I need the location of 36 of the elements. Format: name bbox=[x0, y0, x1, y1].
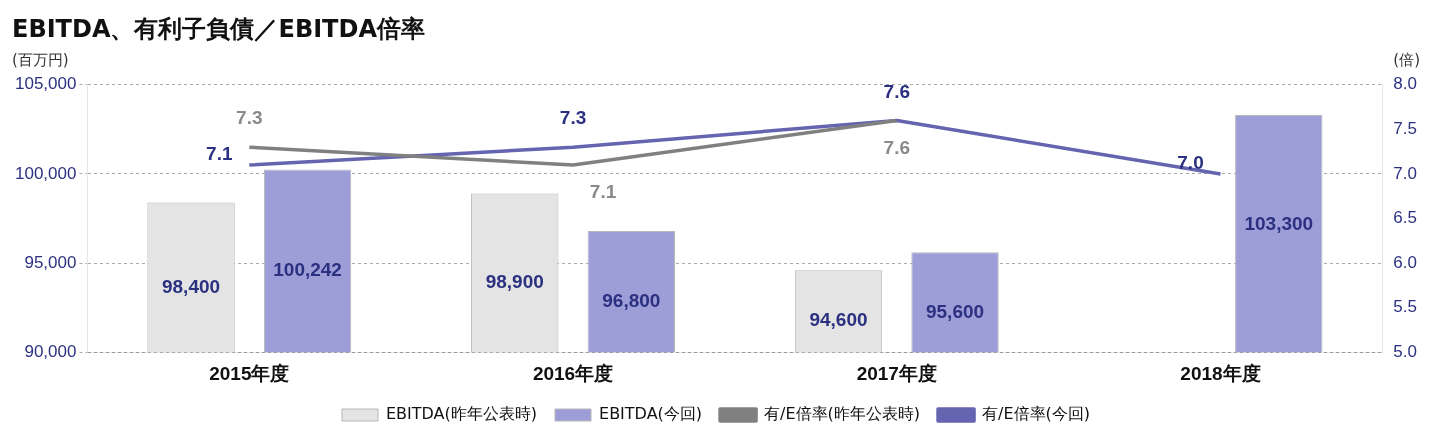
x-tick-label: 2016年度 bbox=[532, 362, 614, 384]
y2-axis-title: (倍) bbox=[1393, 50, 1420, 69]
x-tick-label: 2017年度 bbox=[856, 362, 937, 384]
data-label: 95,600 bbox=[925, 300, 985, 322]
data-label: 98,400 bbox=[161, 275, 221, 297]
y2-tick-label: 5.5 bbox=[1393, 297, 1418, 317]
x-tick-label: 2018年度 bbox=[1180, 362, 1261, 384]
y2-tick-label: 6.0 bbox=[1393, 252, 1418, 272]
data-label: 98,900 bbox=[485, 271, 544, 293]
data-label: 7.6 bbox=[883, 136, 910, 158]
data-label: 103,300 bbox=[1244, 213, 1314, 235]
legend-label: EBITDA(昨年公表時) bbox=[385, 404, 538, 424]
data-label: 7.6 bbox=[883, 80, 910, 102]
legend-label: 有/E倍率(昨年公表時) bbox=[764, 404, 921, 424]
legend-label: EBITDA(今回) bbox=[599, 404, 703, 424]
y2-tick-label: 5.0 bbox=[1393, 341, 1418, 361]
chart-title: EBITDA、有利子負債／EBITDA倍率 bbox=[12, 14, 425, 43]
y-tick-label: 105,000 bbox=[15, 74, 77, 94]
x-tick-label: 2015年度 bbox=[209, 362, 290, 384]
data-label: 7.1 bbox=[589, 181, 617, 203]
data-label: 7.3 bbox=[236, 107, 263, 129]
data-label: 96,800 bbox=[602, 289, 661, 311]
y-axis-title: (百万円) bbox=[12, 50, 69, 69]
data-label: 7.3 bbox=[559, 107, 587, 129]
y2-tick-label: 8.0 bbox=[1393, 74, 1418, 94]
data-label: 94,600 bbox=[809, 309, 868, 331]
y2-tick-label: 7.5 bbox=[1393, 119, 1418, 139]
data-label: 7.0 bbox=[1177, 152, 1204, 174]
data-label: 100,242 bbox=[273, 259, 342, 281]
y2-tick-label: 6.5 bbox=[1393, 208, 1418, 228]
y2-tick-label: 7.0 bbox=[1393, 163, 1418, 183]
data-label: 7.1 bbox=[206, 143, 233, 165]
y-tick-label: 95,000 bbox=[24, 252, 77, 272]
y-tick-label: 90,000 bbox=[24, 341, 77, 361]
legend-label: 有/E倍率(今回) bbox=[982, 404, 1091, 424]
y-tick-label: 100,000 bbox=[15, 163, 77, 183]
